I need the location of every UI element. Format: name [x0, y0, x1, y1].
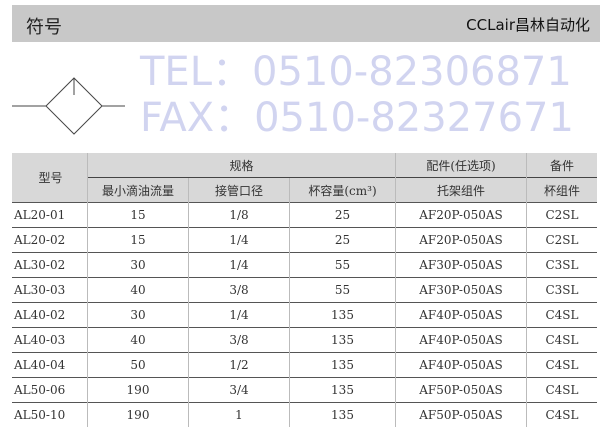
table-cell: 190	[87, 402, 189, 427]
col-model: 型号	[12, 153, 88, 203]
table-cell: 1/4	[188, 227, 290, 253]
table-cell: 3/4	[188, 377, 290, 403]
table-cell: 25	[289, 202, 396, 228]
table-cell: 135	[289, 402, 396, 427]
table-cell: 135	[289, 327, 396, 353]
table-cell: C4SL	[526, 327, 597, 353]
table-cell: AL40-03	[14, 333, 66, 347]
watermark-tel: TEL：0510-82306871	[140, 49, 572, 95]
table-cell: C2SL	[526, 202, 597, 228]
table-cell: AL40-04	[14, 358, 66, 372]
col-port: 接管口径	[188, 177, 290, 203]
table-cell: 55	[289, 277, 396, 303]
table-cell: 1/2	[188, 352, 290, 378]
table-cell: AL50-10	[14, 408, 66, 422]
col-min-drip: 最小滴油流量	[87, 177, 189, 203]
col-bowl: 杯容量(cm³)	[289, 177, 396, 203]
table-cell: 55	[289, 252, 396, 278]
table-row: AL30-03 40 3/8 55 AF30P-050AS C3SL	[12, 277, 597, 303]
table-cell: 50	[87, 352, 189, 378]
table-row: AL20-02 15 1/4 25 AF20P-050AS C2SL	[12, 227, 597, 253]
table-cell: C3SL	[526, 277, 597, 303]
table-cell: 25	[289, 227, 396, 253]
table-cell: AF40P-050AS	[395, 327, 527, 353]
table-cell: 15	[87, 202, 189, 228]
col-group-spec: 规格	[87, 153, 396, 178]
table-cell: AF30P-050AS	[395, 252, 527, 278]
watermark-fax: FAX：0510-82327671	[140, 95, 574, 141]
table-cell: 40	[87, 327, 189, 353]
table-cell: 1/4	[188, 252, 290, 278]
col-group-accessory: 配件(任选项)	[395, 153, 527, 178]
table-cell: 15	[87, 227, 189, 253]
table-row: AL40-02 30 1/4 135 AF40P-050AS C4SL	[12, 302, 597, 328]
table-cell: C2SL	[526, 227, 597, 253]
col-bowl-assembly: 杯组件	[526, 177, 597, 203]
table-row: AL30-02 30 1/4 55 AF30P-050AS C3SL	[12, 252, 597, 278]
table-cell: 135	[289, 352, 396, 378]
table-cell: C4SL	[526, 377, 597, 403]
table-cell: AF50P-050AS	[395, 377, 527, 403]
table-cell: AF20P-050AS	[395, 202, 527, 228]
table-cell: 3/8	[188, 277, 290, 303]
table-cell: 135	[289, 377, 396, 403]
table-cell: 1/4	[188, 302, 290, 328]
table-row: AL50-10 190 1 135 AF50P-050AS C4SL	[12, 402, 597, 427]
table-cell: 40	[87, 277, 189, 303]
table-cell: AF40P-050AS	[395, 302, 527, 328]
table-cell: AL20-01	[14, 208, 66, 222]
table-cell: AF30P-050AS	[395, 277, 527, 303]
table-cell: AF20P-050AS	[395, 227, 527, 253]
table-cell: 135	[289, 302, 396, 328]
table-cell: AF50P-050AS	[395, 402, 527, 427]
table-row: AL40-04 50 1/2 135 AF40P-050AS C4SL	[12, 352, 597, 378]
table-cell: C3SL	[526, 252, 597, 278]
spec-table: 型号 规格 配件(任选项) 备件 最小滴油流量 接管口径 杯容量(cm³) 托架…	[12, 153, 597, 427]
table-cell: 30	[87, 252, 189, 278]
table-cell: 3/8	[188, 327, 290, 353]
brand-logo: CCLair昌林自动化	[466, 16, 590, 34]
table-row: AL50-06 190 3/4 135 AF50P-050AS C4SL	[12, 377, 597, 403]
table-cell: AL30-02	[14, 258, 66, 272]
table-cell: AL50-06	[14, 383, 66, 397]
table-row: AL40-03 40 3/8 135 AF40P-050AS C4SL	[12, 327, 597, 353]
table-cell: AF40P-050AS	[395, 352, 527, 378]
table-cell: 190	[87, 377, 189, 403]
table-cell: AL40-02	[14, 308, 66, 322]
table-cell: C4SL	[526, 352, 597, 378]
section-header: 符号 CCLair昌林自动化	[12, 5, 600, 42]
col-bracket: 托架组件	[395, 177, 527, 203]
col-group-spare: 备件	[526, 153, 597, 178]
table-cell: C4SL	[526, 302, 597, 328]
table-cell: C4SL	[526, 402, 597, 427]
table-cell: AL20-02	[14, 233, 66, 247]
table-cell: 1	[188, 402, 290, 427]
table-cell: 30	[87, 302, 189, 328]
table-cell: AL30-03	[14, 283, 66, 297]
lubricator-symbol-icon	[12, 77, 125, 135]
table-row: AL20-01 15 1/8 25 AF20P-050AS C2SL	[12, 202, 597, 228]
section-title: 符号	[26, 17, 62, 38]
table-cell: 1/8	[188, 202, 290, 228]
